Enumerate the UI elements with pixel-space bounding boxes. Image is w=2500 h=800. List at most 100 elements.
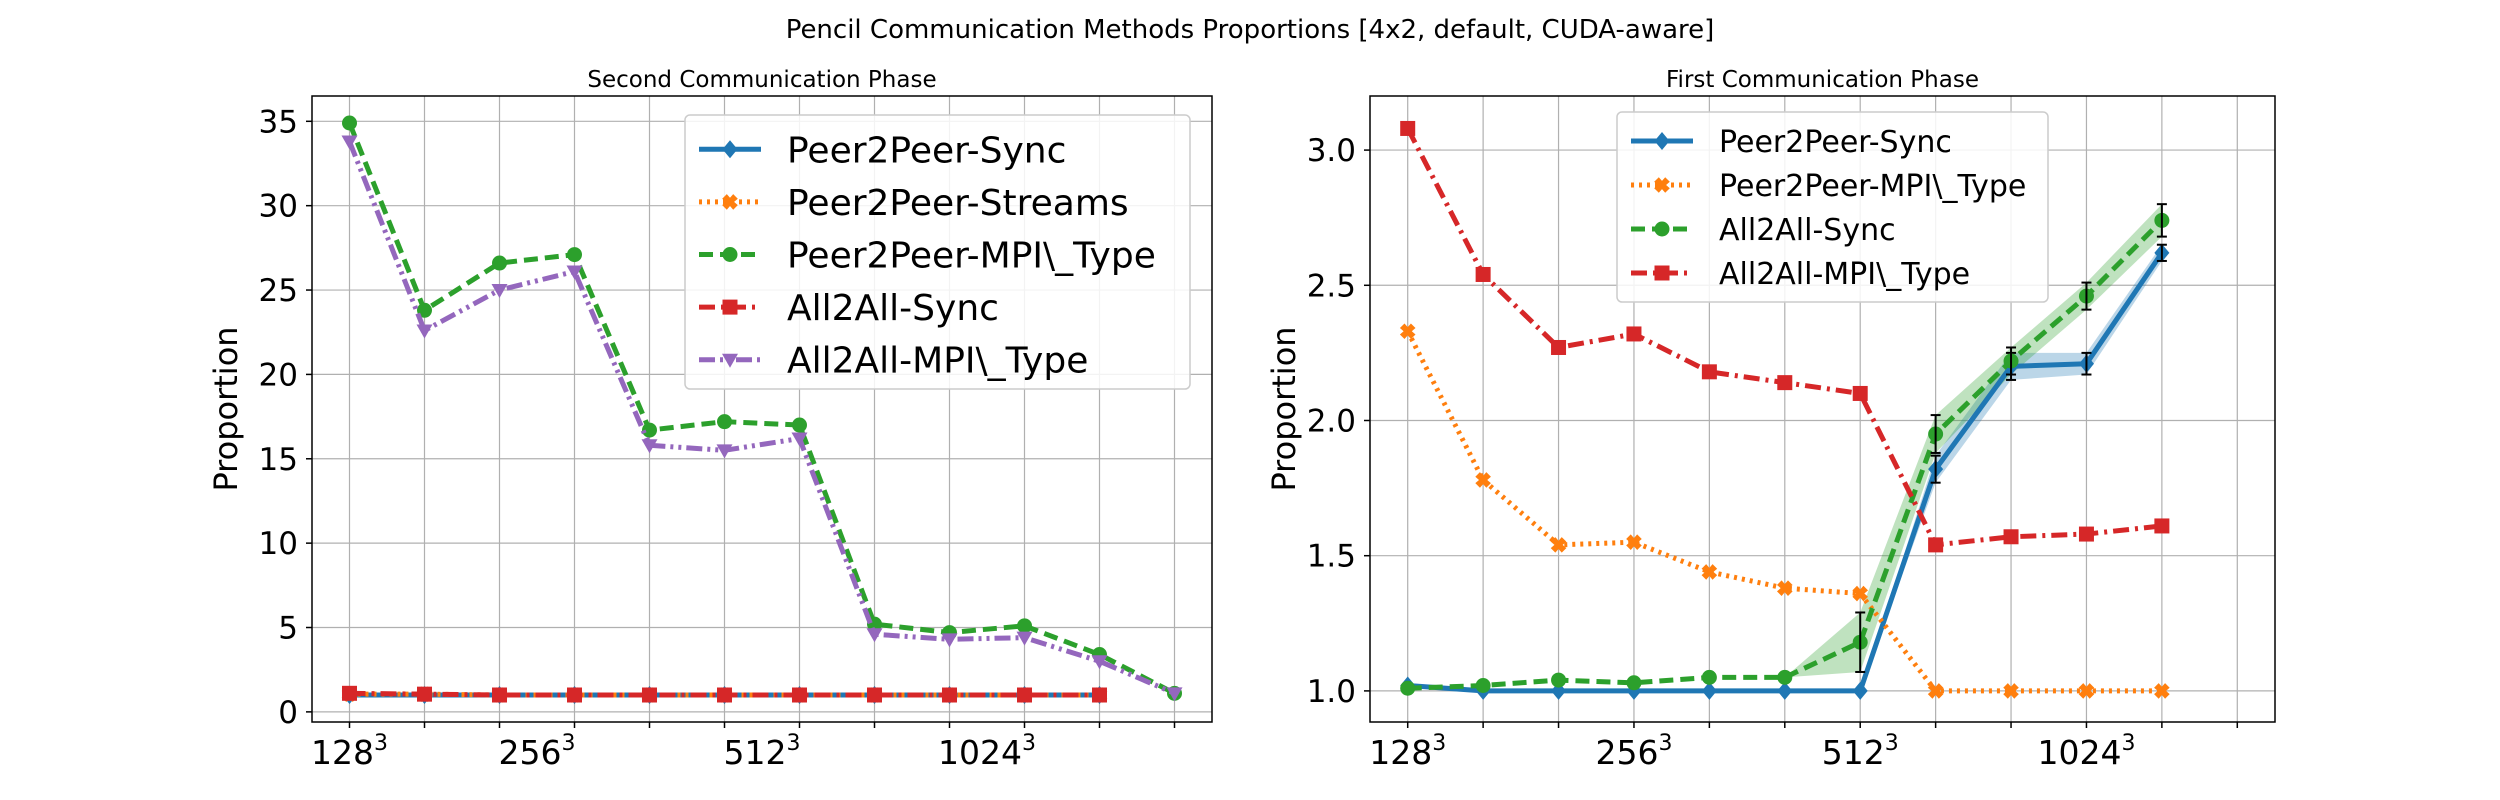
data-point <box>2078 683 2095 699</box>
legend-marker <box>722 140 738 159</box>
series-peer2peer-mpi-type <box>1399 323 2170 699</box>
data-point <box>1551 339 1567 355</box>
legend-item-peer2peer-sync: Peer2Peer-Sync <box>699 130 1066 171</box>
error-bar <box>1930 454 1941 484</box>
data-point <box>491 284 508 299</box>
data-point <box>417 686 432 702</box>
error-bar <box>2006 346 2017 376</box>
data-point <box>567 687 582 703</box>
y-tick-label: 30 <box>259 189 298 225</box>
data-point <box>867 687 882 703</box>
legend-label: All2All-Sync <box>787 288 999 329</box>
data-point <box>717 687 732 703</box>
legend: Peer2Peer-Sync Peer2Peer-MPI\_Type All2All… <box>1616 111 2049 303</box>
data-point <box>2003 529 2019 545</box>
legend-item-peer2peer-sync: Peer2Peer-Sync <box>1631 125 1952 160</box>
error-bar <box>1930 414 1941 454</box>
axes-frame <box>311 95 1213 723</box>
legend-marker <box>1654 265 1670 281</box>
x-tick-label: 2563 <box>499 731 576 772</box>
data-point <box>342 115 357 131</box>
error-bar <box>2156 203 2167 238</box>
data-point <box>1551 672 1567 688</box>
series-all2all-sync <box>1400 203 2170 696</box>
series-line-peer2peer-mpi-type <box>347 122 1176 696</box>
x-tick-label: 5123 <box>724 731 801 772</box>
data-point <box>566 265 583 280</box>
data-point <box>2154 518 2170 534</box>
data-point <box>1852 681 1868 700</box>
x-tick-label: 1283 <box>311 731 388 772</box>
data-point <box>1475 266 1491 282</box>
y-tick-label: 3.0 <box>1307 133 1356 169</box>
data-point <box>791 432 808 447</box>
data-point <box>866 628 883 643</box>
axes-frame <box>1369 95 2276 723</box>
data-point <box>1399 323 1416 340</box>
data-point <box>1017 618 1032 634</box>
error-bar <box>2081 351 2092 376</box>
data-point <box>1777 375 1793 391</box>
legend-item-all2all-sync: All2All-Sync <box>699 288 999 329</box>
y-tick-label: 15 <box>259 442 298 478</box>
data-point <box>1701 669 1717 685</box>
data-point <box>342 685 357 701</box>
legend-marker <box>722 353 738 368</box>
legend-item-peer2peer-streams: Peer2Peer-Streams <box>699 183 1129 224</box>
x-tick-label: 5123 <box>1822 731 1899 772</box>
data-point <box>1776 580 1793 596</box>
data-point <box>942 687 957 703</box>
x-tick-label: 10243 <box>2037 731 2135 772</box>
series-line-peer2peer-mpi-type <box>1405 330 2162 694</box>
y-tick-label: 1.5 <box>1307 539 1356 575</box>
data-point <box>641 439 658 454</box>
legend-marker <box>722 299 738 315</box>
x-tick-label: 10243 <box>938 731 1036 772</box>
error-bar <box>1855 611 1866 673</box>
data-point <box>1852 385 1868 401</box>
data-point <box>1777 669 1793 685</box>
data-point <box>1475 472 1491 488</box>
y-tick-label: 1.0 <box>1307 674 1356 710</box>
data-point <box>1016 631 1033 646</box>
y-tick-label: 10 <box>259 526 298 562</box>
y-tick-label: 35 <box>259 104 298 140</box>
data-point <box>492 255 507 271</box>
error-bar <box>2081 281 2092 311</box>
series-line-all2all-mpi-type <box>347 140 1176 696</box>
legend-box <box>1616 111 2049 303</box>
data-point <box>1475 677 1491 693</box>
data-point <box>1166 687 1183 702</box>
legend-item-all2all-mpi-type: All2All-MPI\_Type <box>1631 257 1970 292</box>
legend-item-peer2peer-mpi-type: Peer2Peer-MPI\_Type <box>1631 169 2026 204</box>
data-point <box>417 302 432 318</box>
data-point <box>792 417 807 433</box>
data-point <box>941 633 958 648</box>
legend-label: Peer2Peer-MPI\_Type <box>787 235 1156 276</box>
data-point <box>1852 585 1869 602</box>
data-point <box>2078 526 2094 542</box>
series-line-all2all-sync <box>1407 218 2164 691</box>
y-tick-label: 2.5 <box>1307 268 1356 304</box>
data-point <box>792 687 807 703</box>
chart-first-phase: 1283 2563 5123 10243 1.0 1.5 2.0 2.5 3.0 First Co… <box>1265 67 2276 772</box>
x-tick-label: 1283 <box>1369 731 1446 772</box>
legend-item-all2all-mpi-type: All2All-MPI\_Type <box>699 341 1088 382</box>
chart-title: Second Communication Phase <box>587 67 936 93</box>
data-point <box>1017 687 1032 703</box>
legend-label: All2All-MPI\_Type <box>1719 257 1970 292</box>
figure-title: Pencil Communication Methods Proportions… <box>786 15 1715 45</box>
legend-label: Peer2Peer-Streams <box>787 183 1129 224</box>
legend-marker <box>722 247 738 262</box>
data-point <box>1626 326 1642 342</box>
y-tick-label: 0 <box>278 695 298 731</box>
legend-marker <box>722 194 738 210</box>
y-axis-label: Proportion <box>1265 326 1303 491</box>
data-point <box>2154 683 2170 699</box>
legend-item-peer2peer-mpi-type: Peer2Peer-MPI\_Type <box>699 235 1156 276</box>
legend-label: Peer2Peer-Sync <box>1719 125 1952 160</box>
y-tick-label: 2.0 <box>1307 403 1356 439</box>
data-point <box>1701 364 1717 380</box>
y-tick-label: 20 <box>259 357 298 393</box>
